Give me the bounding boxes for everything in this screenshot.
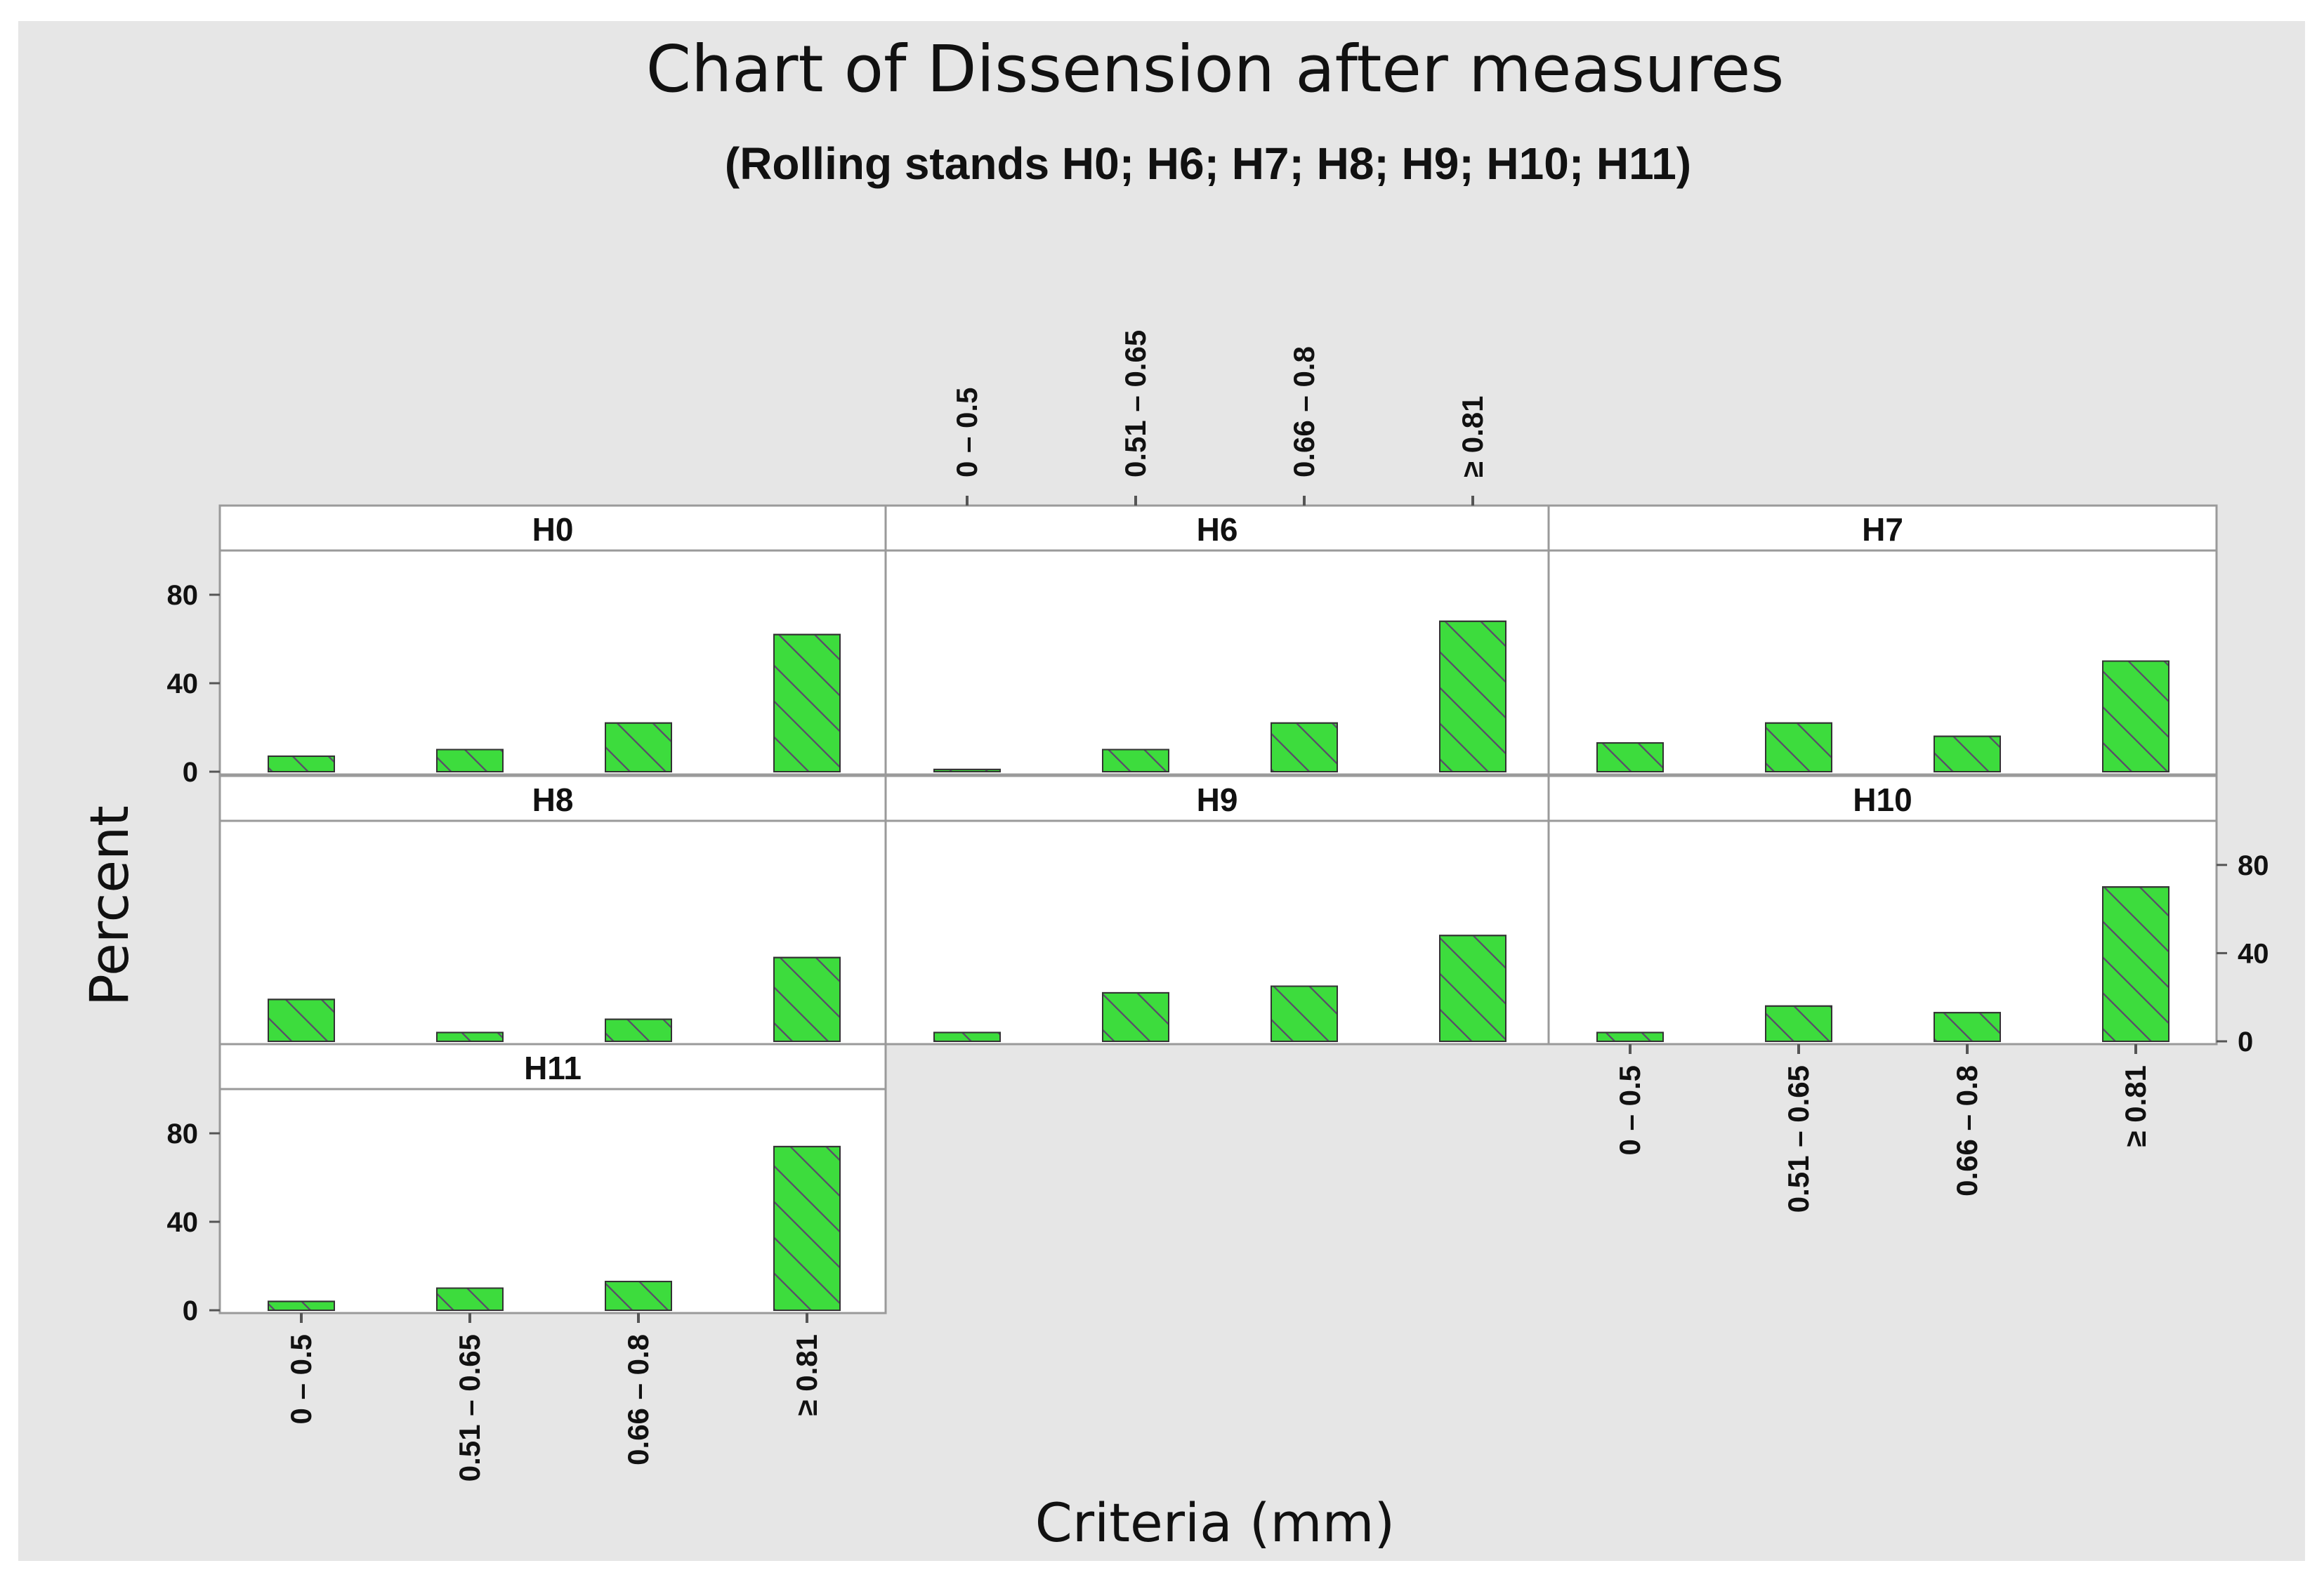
bar-hatch <box>1596 742 1664 773</box>
panel-h9: H9 <box>884 774 1550 1046</box>
x-axis-bottom: 0 – 0.5 0.51 – 0.65 0.66 – 0.8 ≥ 0.81 <box>284 1313 823 1482</box>
bar-hatch <box>773 956 841 1043</box>
panels-layer: H0 H6 H7 H8 H9 H10 H11 0 40 80 0 40 80 0 40 80 0 – 0.5 0.… <box>167 330 2269 1482</box>
bar-hatch <box>436 1031 504 1042</box>
bar-hatch <box>1934 735 2001 772</box>
bar-hatch <box>1271 722 1338 772</box>
y-tick-label: 40 <box>2238 938 2269 969</box>
x-axis-label: Criteria (mm) <box>1035 1491 1395 1554</box>
bar-hatch <box>268 755 335 772</box>
panel-h6: H6 <box>884 504 1550 776</box>
y-axis-left: 0 40 80 <box>167 580 220 788</box>
x-axis-bottom: 0 – 0.5 0.51 – 0.65 0.66 – 0.8 ≥ 0.81 <box>1613 1044 2152 1213</box>
panel-label: H6 <box>1197 511 1238 548</box>
bar-hatch <box>933 1031 1001 1042</box>
panel-label: H8 <box>532 782 574 818</box>
panel-h10: H10 <box>1547 774 2218 1046</box>
y-axis-left: 0 40 80 <box>167 1119 220 1326</box>
y-tick-label: 80 <box>167 580 199 611</box>
x-tick-label: ≥ 0.81 <box>790 1334 823 1416</box>
x-tick-label: 0.66 – 0.8 <box>1287 346 1320 477</box>
bar-hatch <box>268 998 335 1042</box>
x-tick-label: 0.51 – 0.65 <box>1119 330 1152 477</box>
x-tick-label: 0 – 0.5 <box>1613 1065 1646 1155</box>
y-tick-label: 40 <box>167 1207 199 1238</box>
y-axis-right: 0 40 80 <box>2217 850 2269 1057</box>
bar-hatch <box>1765 1005 1832 1043</box>
y-tick-label: 80 <box>2238 850 2269 881</box>
bar-hatch <box>1765 722 1832 772</box>
x-tick-label: 0.66 – 0.8 <box>622 1334 655 1465</box>
x-tick-label: 0 – 0.5 <box>950 388 983 477</box>
chart-title: Chart of Dissension after measures <box>646 32 1785 107</box>
x-axis-top: 0 – 0.5 0.51 – 0.65 0.66 – 0.8 ≥ 0.81 <box>950 330 1489 506</box>
panel-label: H11 <box>524 1050 582 1086</box>
x-tick-label: 0.51 – 0.65 <box>453 1334 486 1482</box>
x-tick-label: 0.51 – 0.65 <box>1782 1065 1815 1213</box>
panel-label: H0 <box>532 511 574 548</box>
bar-hatch <box>1439 620 1506 772</box>
bar-hatch <box>1102 991 1169 1043</box>
y-axis-label: Percent <box>78 805 140 1006</box>
panel-label: H10 <box>1853 782 1912 818</box>
x-tick-label: ≥ 0.81 <box>2119 1065 2152 1147</box>
y-tick-label: 40 <box>167 668 199 699</box>
y-tick-label: 0 <box>183 757 198 788</box>
panel-label: H9 <box>1197 782 1238 818</box>
bar-hatch <box>605 722 672 772</box>
bar-hatch <box>933 768 1001 772</box>
panel-h8: H8 <box>218 774 887 1046</box>
panel-h7: H7 <box>1547 504 2218 776</box>
chart-subtitle: (Rolling stands H0; H6; H7; H8; H9; H10;… <box>725 138 1691 189</box>
y-tick-label: 0 <box>183 1296 198 1326</box>
x-tick-label: 0.66 – 0.8 <box>1950 1065 1983 1197</box>
bar-hatch <box>1102 749 1169 772</box>
bar-hatch <box>773 633 841 773</box>
bar-hatch <box>1439 935 1506 1043</box>
bar-hatch <box>1271 985 1338 1042</box>
bar-hatch <box>436 1287 504 1311</box>
x-tick-label: ≥ 0.81 <box>1456 396 1489 477</box>
bar-hatch <box>1596 1031 1664 1042</box>
bar-hatch <box>2102 660 2169 772</box>
bar-hatch <box>605 1018 672 1042</box>
bar-hatch <box>605 1281 672 1312</box>
x-tick-label: 0 – 0.5 <box>284 1334 317 1424</box>
bar-hatch <box>268 1300 335 1312</box>
y-tick-label: 80 <box>167 1119 199 1149</box>
panel-h11: H11 <box>218 1043 887 1314</box>
bar-hatch <box>773 1145 841 1312</box>
bar-hatch <box>2102 886 2169 1042</box>
bar-hatch <box>1934 1012 2001 1043</box>
y-tick-label: 0 <box>2238 1027 2253 1057</box>
panel-label: H7 <box>1862 511 1903 548</box>
bar-hatch <box>436 749 504 772</box>
panel-h0: H0 <box>218 504 887 776</box>
